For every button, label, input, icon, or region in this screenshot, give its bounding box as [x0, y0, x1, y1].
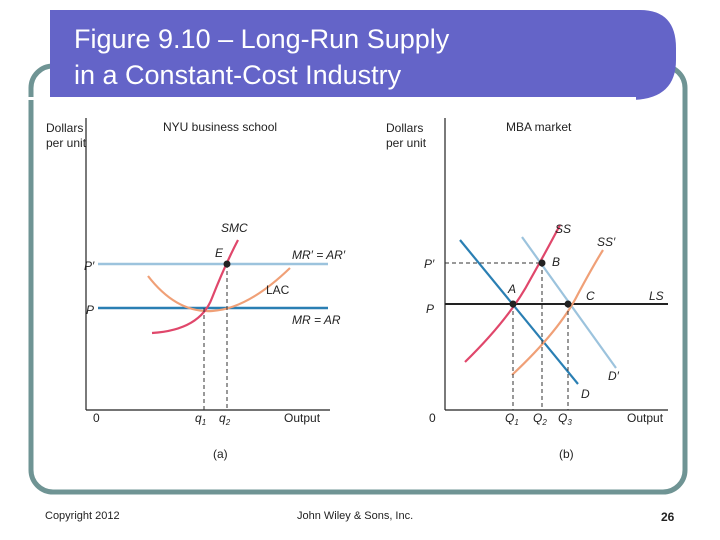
title-banner [50, 10, 676, 100]
panel-b-point-a [509, 300, 517, 308]
panel-b-ss-prime-curve [511, 249, 604, 376]
panel-b-y-label-2: per unit [386, 136, 427, 150]
panel-b-x-label: Output [627, 411, 664, 425]
panel-b: Dollars per unit MBA market SS SS′ B A C… [386, 118, 668, 461]
panel-b-b-label: B [552, 255, 560, 269]
panel-a-smc-label: SMC [221, 221, 248, 235]
panel-b-point-c [564, 300, 572, 308]
panel-b-ls-label: LS [649, 289, 664, 303]
panel-b-ss-label: SS [555, 222, 571, 236]
panel-a: Dollars per unit NYU business school SMC… [46, 118, 346, 461]
panel-b-price-low: P [426, 302, 434, 316]
panel-a-lac-label: LAC [266, 283, 290, 297]
footer-copyright: Copyright 2012 [45, 510, 120, 522]
footer-publisher: John Wiley & Sons, Inc. [297, 510, 414, 522]
panel-b-ss-prime-label: SS′ [597, 235, 616, 249]
panel-b-price-high: P′ [424, 257, 435, 271]
panel-b-a-label: A [507, 282, 516, 296]
panel-a-x-label: Output [284, 411, 321, 425]
panel-a-point-e [223, 260, 231, 268]
panel-a-y-label-1: Dollars [46, 121, 83, 135]
title-underline [0, 97, 636, 100]
panel-b-caption: (b) [559, 447, 574, 461]
panel-b-d-label: D [581, 387, 590, 401]
panel-b-q2-label: Q2 [533, 411, 547, 427]
panel-b-ss-curve [464, 224, 561, 363]
panel-a-price-high: P′ [84, 259, 95, 273]
panel-a-lac-curve [147, 267, 291, 313]
panel-b-d-prime-label: D′ [608, 369, 620, 383]
panel-a-q2-label: q2 [219, 411, 231, 427]
panel-a-q1-label: q1 [195, 411, 206, 427]
panel-b-q1-label: Q1 [505, 411, 519, 427]
panel-a-price-low: P [86, 303, 94, 317]
panel-b-point-b [538, 259, 546, 267]
panel-a-mr-high-label: MR′ = AR′ [292, 248, 346, 262]
panel-a-smc-curve [151, 239, 239, 335]
panel-a-header: NYU business school [163, 120, 277, 134]
panel-b-origin: 0 [429, 411, 436, 425]
panel-a-origin: 0 [93, 411, 100, 425]
panel-a-caption: (a) [213, 447, 228, 461]
panel-a-y-label-2: per unit [46, 136, 87, 150]
panel-b-y-label-1: Dollars [386, 121, 423, 135]
panel-b-q3-label: Q3 [558, 411, 572, 427]
slide-title-line-2: in a Constant-Cost Industry [74, 60, 402, 90]
panel-b-c-label: C [586, 289, 595, 303]
page-number: 26 [661, 510, 675, 524]
panel-b-header: MBA market [506, 120, 572, 134]
panel-a-mr-low-label: MR = AR [292, 313, 341, 327]
panel-b-d-curve [459, 239, 579, 385]
panel-a-e-label: E [215, 246, 224, 260]
slide-title-line-1: Figure 9.10 – Long-Run Supply [74, 24, 450, 54]
